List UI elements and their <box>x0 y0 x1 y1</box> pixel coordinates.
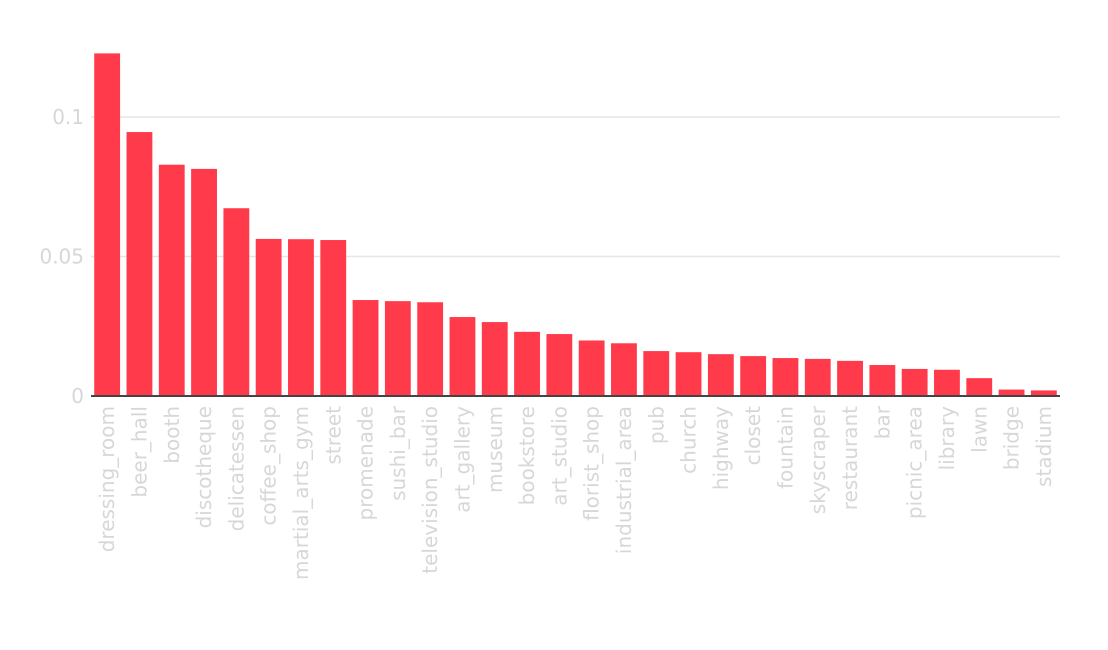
x-tick-label: industrial_area <box>612 406 636 554</box>
bar-martial_arts_gym[interactable] <box>288 239 314 396</box>
x-tick-label: restaurant <box>838 406 862 510</box>
x-tick-label: art_studio <box>547 406 571 506</box>
bar-dressing_room[interactable] <box>94 53 121 396</box>
x-tick-label: street <box>321 406 345 465</box>
y-tick-label: 0 <box>71 384 84 408</box>
bar-highway[interactable] <box>707 354 734 396</box>
x-tick-label: coffee_shop <box>257 406 281 526</box>
bar-bookstore[interactable] <box>514 331 540 396</box>
bar-industrial_area[interactable] <box>611 343 637 396</box>
x-tick-label: pub <box>644 406 668 444</box>
x-tick-label: skyscraper <box>806 405 830 514</box>
bar-discotheque[interactable] <box>191 168 217 396</box>
bar-picnic_area[interactable] <box>901 368 928 396</box>
bar-street[interactable] <box>320 240 347 396</box>
bar-closet[interactable] <box>740 356 767 396</box>
bar-museum[interactable] <box>481 322 508 396</box>
bar-television_studio[interactable] <box>417 302 444 396</box>
y-axis-tick-labels: 0 0.05 0.1 <box>39 105 84 408</box>
x-tick-label: bridge <box>1000 406 1024 470</box>
x-axis-tick-labels: dressing_room beer_hall booth discotheque de… <box>95 405 1056 580</box>
bar-promenade[interactable] <box>352 300 379 396</box>
x-tick-label: closet <box>741 406 765 466</box>
x-tick-label: bookstore <box>515 406 539 505</box>
bar-coffee_shop[interactable] <box>255 238 282 396</box>
x-tick-label: promenade <box>354 406 378 520</box>
bar-bridge[interactable] <box>998 389 1025 396</box>
x-tick-label: sushi_bar <box>386 405 410 501</box>
bar-bar[interactable] <box>869 365 896 396</box>
bar-art_studio[interactable] <box>546 334 573 396</box>
x-tick-label: dressing_room <box>95 406 119 552</box>
y-tick-label: 0.05 <box>39 245 84 269</box>
bar-sushi_bar[interactable] <box>384 301 411 396</box>
bars <box>94 53 1057 397</box>
x-tick-label: delicatessen <box>224 406 248 531</box>
bar-lawn[interactable] <box>966 378 993 396</box>
x-tick-label: church <box>677 406 701 474</box>
x-tick-label: stadium <box>1032 406 1056 487</box>
x-tick-label: art_gallery <box>450 406 474 513</box>
bar-art_gallery[interactable] <box>449 317 476 396</box>
x-tick-label: museum <box>483 406 507 493</box>
x-tick-label: lawn <box>967 406 991 453</box>
x-tick-label: discotheque <box>192 406 216 528</box>
bar-pub[interactable] <box>643 351 670 396</box>
bar-delicatessen[interactable] <box>223 208 250 396</box>
x-tick-label: library <box>935 406 959 471</box>
bar-skyscraper[interactable] <box>804 358 831 396</box>
bar-fountain[interactable] <box>772 358 799 396</box>
x-tick-label: florist_shop <box>580 406 604 521</box>
x-tick-label: picnic_area <box>903 406 927 519</box>
bar-church[interactable] <box>675 352 702 396</box>
bar-restaurant[interactable] <box>837 360 863 396</box>
bar-florist_shop[interactable] <box>578 340 605 396</box>
x-tick-label: highway <box>709 406 733 490</box>
x-tick-label: bar <box>870 405 894 439</box>
x-tick-label: martial_arts_gym <box>289 406 313 580</box>
x-tick-label: beer_hall <box>127 406 151 498</box>
bar-library[interactable] <box>934 369 960 396</box>
x-tick-label: booth <box>160 406 184 464</box>
gridlines <box>91 116 1060 258</box>
x-tick-label: television_studio <box>418 406 442 574</box>
y-tick-label: 0.1 <box>52 105 84 129</box>
bar-booth[interactable] <box>158 164 185 396</box>
bar-beer_hall[interactable] <box>126 132 153 397</box>
x-tick-label: fountain <box>773 406 797 489</box>
bar-stadium[interactable] <box>1030 390 1057 396</box>
